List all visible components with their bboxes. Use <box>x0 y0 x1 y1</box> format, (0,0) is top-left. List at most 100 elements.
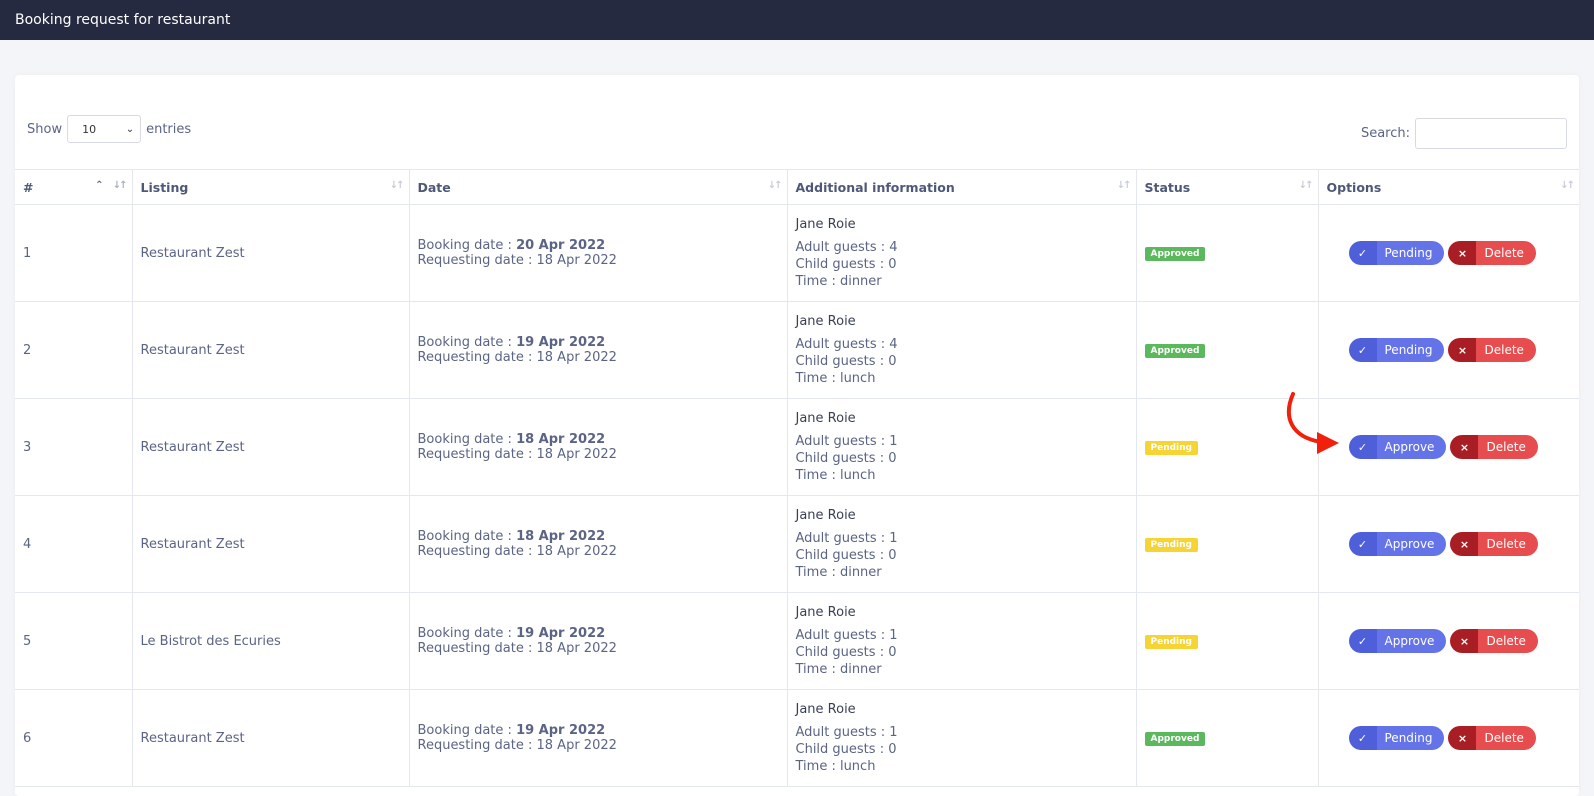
entries-select[interactable]: 10 ⌄ <box>67 115 142 143</box>
options-cell: ✓ Approve × Delete <box>1317 592 1579 690</box>
action-label: Pending <box>1376 338 1445 362</box>
column-header-number[interactable]: # ⌃ ↓↑ <box>15 169 133 205</box>
sort-asc-icon: ⌃ <box>95 180 104 191</box>
delete-label: Delete <box>1476 241 1536 265</box>
entries-control: Show 10 ⌄ entries <box>27 115 191 143</box>
row-number: 2 <box>15 301 133 399</box>
delete-button[interactable]: × Delete <box>1450 629 1538 653</box>
status-cell: Approved <box>1135 204 1319 302</box>
search-input[interactable] <box>1415 118 1567 149</box>
pending-button[interactable]: ✓ Pending <box>1348 338 1445 362</box>
status-cell: Pending <box>1135 495 1319 593</box>
status-badge: Approved <box>1144 247 1206 261</box>
listing-name: Restaurant Zest <box>131 301 410 399</box>
approve-button[interactable]: ✓ Approve <box>1348 532 1447 556</box>
table-row: 6 Restaurant Zest Booking date : 19 Apr 20… <box>15 689 1579 787</box>
guest-name: Jane Roie <box>795 702 856 717</box>
delete-button[interactable]: × Delete <box>1450 532 1538 556</box>
guest-name: Jane Roie <box>795 217 856 232</box>
action-label: Pending <box>1376 726 1445 750</box>
additional-info-cell: Jane Roie Adult guests : 1 Child guests : … <box>786 592 1137 690</box>
page-title: Booking request for restaurant <box>15 12 231 28</box>
entries-label: entries <box>146 121 192 137</box>
pending-button[interactable]: ✓ Pending <box>1348 726 1445 750</box>
additional-info-cell: Jane Roie Adult guests : 1 Child guests : … <box>786 689 1137 787</box>
delete-label: Delete <box>1478 532 1538 556</box>
additional-info-cell: Jane Roie Adult guests : 4 Child guests : … <box>786 301 1137 399</box>
close-icon: × <box>1450 532 1479 556</box>
additional-info-cell: Jane Roie Adult guests : 1 Child guests : … <box>786 398 1137 496</box>
child-guests: Child guests : 0 <box>795 354 897 369</box>
column-header-listing[interactable]: Listing ↓↑ <box>131 169 410 205</box>
delete-button[interactable]: × Delete <box>1448 241 1536 265</box>
booking-date: Booking date : 18 Apr 2022 <box>417 432 606 447</box>
row-number: 1 <box>15 204 133 302</box>
row-number: 3 <box>15 398 133 496</box>
child-guests: Child guests : 0 <box>795 451 897 466</box>
table-row: 1 Restaurant Zest Booking date : 20 Apr 20… <box>15 204 1579 302</box>
approve-button[interactable]: ✓ Approve <box>1348 629 1447 653</box>
delete-label: Delete <box>1478 629 1538 653</box>
status-badge: Approved <box>1144 344 1206 358</box>
guest-name: Jane Roie <box>795 314 856 329</box>
column-header-additional-info[interactable]: Additional information ↓↑ <box>786 169 1137 205</box>
top-bar: Booking request for restaurant <box>0 0 1594 40</box>
date-cell: Booking date : 18 Apr 2022 Requesting dat… <box>408 398 788 496</box>
table-row: 5 Le Bistrot des Ecuries Booking date : 19… <box>15 592 1579 690</box>
table-header-row: # ⌃ ↓↑ Listing ↓↑ Date ↓↑ Additional infor… <box>15 169 1579 205</box>
action-label: Approve <box>1376 532 1447 556</box>
column-header-date[interactable]: Date ↓↑ <box>408 169 788 205</box>
status-cell: Approved <box>1135 689 1319 787</box>
show-label: Show <box>27 121 63 137</box>
table-row: 4 Restaurant Zest Booking date : 18 Apr 20… <box>15 495 1579 593</box>
date-cell: Booking date : 18 Apr 2022 Requesting dat… <box>408 495 788 593</box>
child-guests: Child guests : 0 <box>795 645 897 660</box>
check-icon: ✓ <box>1348 338 1377 362</box>
row-number: 4 <box>15 495 133 593</box>
entries-select-value: 10 <box>82 122 97 136</box>
pending-button[interactable]: ✓ Pending <box>1348 241 1445 265</box>
date-cell: Booking date : 19 Apr 2022 Requesting dat… <box>408 301 788 399</box>
annotation-arrow-icon <box>1287 392 1339 454</box>
delete-button[interactable]: × Delete <box>1448 726 1536 750</box>
table-row: 3 Restaurant Zest Booking date : 18 Apr 20… <box>15 398 1579 496</box>
additional-info-cell: Jane Roie Adult guests : 4 Child guests : … <box>786 204 1137 302</box>
child-guests: Child guests : 0 <box>795 742 897 757</box>
child-guests: Child guests : 0 <box>795 548 897 563</box>
action-label: Pending <box>1376 241 1445 265</box>
column-header-options[interactable]: Options ↓↑ <box>1317 169 1579 205</box>
delete-label: Delete <box>1478 435 1538 459</box>
check-icon: ✓ <box>1348 241 1377 265</box>
listing-name: Restaurant Zest <box>131 689 410 787</box>
chevron-down-icon: ⌄ <box>125 123 135 135</box>
requesting-date: Requesting date : 18 Apr 2022 <box>417 447 617 462</box>
booking-date: Booking date : 19 Apr 2022 <box>417 626 606 641</box>
delete-button[interactable]: × Delete <box>1448 338 1536 362</box>
close-icon: × <box>1450 435 1479 459</box>
table-controls: Show 10 ⌄ entries Search: <box>15 75 1579 169</box>
booking-time: Time : lunch <box>795 759 876 774</box>
sort-icon: ↓↑ <box>389 180 405 191</box>
row-number: 5 <box>15 592 133 690</box>
search-control: Search: <box>1361 118 1567 149</box>
options-cell: ✓ Approve × Delete <box>1317 495 1579 593</box>
close-icon: × <box>1448 338 1477 362</box>
listing-name: Restaurant Zest <box>131 204 410 302</box>
sort-icon: ↓↑ <box>767 180 783 191</box>
booking-date: Booking date : 19 Apr 2022 <box>417 335 606 350</box>
requesting-date: Requesting date : 18 Apr 2022 <box>417 544 617 559</box>
action-label: Approve <box>1376 629 1447 653</box>
row-number: 6 <box>15 689 133 787</box>
delete-button[interactable]: × Delete <box>1450 435 1538 459</box>
delete-label: Delete <box>1476 338 1536 362</box>
bookings-card: Show 10 ⌄ entries Search: # ⌃ ↓↑ List <box>15 75 1579 796</box>
approve-button[interactable]: ✓ Approve <box>1348 435 1447 459</box>
options-cell: ✓ Pending × Delete <box>1317 204 1579 302</box>
additional-info-cell: Jane Roie Adult guests : 1 Child guests : … <box>786 495 1137 593</box>
booking-date: Booking date : 20 Apr 2022 <box>417 238 606 253</box>
close-icon: × <box>1448 726 1477 750</box>
search-label: Search: <box>1360 126 1410 141</box>
booking-date: Booking date : 18 Apr 2022 <box>417 529 606 544</box>
column-header-status[interactable]: Status ↓↑ <box>1135 169 1319 205</box>
date-cell: Booking date : 19 Apr 2022 Requesting dat… <box>408 592 788 690</box>
